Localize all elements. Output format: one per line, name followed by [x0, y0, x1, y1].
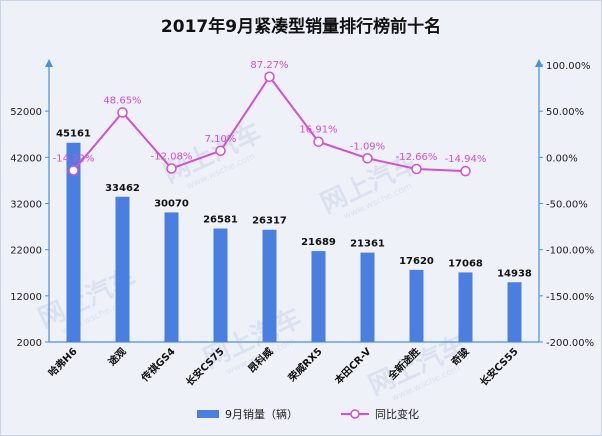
bar-value-label: 21689 [301, 237, 336, 248]
line-value-label: -12.66% [396, 152, 438, 163]
line-value-label: -1.09% [350, 141, 385, 152]
bar-value-label: 26317 [252, 216, 287, 227]
right-axis-tick-label: 0.00% [546, 153, 578, 164]
right-axis-tick-label: 50.00% [546, 107, 584, 118]
line-point [313, 136, 324, 147]
bar-value-label: 21361 [350, 239, 385, 250]
line-value-label: -12.08% [151, 151, 193, 162]
bar-value-label: 30070 [154, 198, 189, 209]
legend-swatch-marker [350, 409, 360, 419]
bar-data-labels: 45161 33462 30070 26581 26317 21689 21361 17620… [56, 129, 532, 280]
line-value-label: 87.27% [250, 60, 288, 71]
line-value-label: 16.91% [299, 125, 337, 136]
line-point [460, 165, 471, 177]
bar [115, 196, 130, 342]
x-tick-label: 哈弗H6 [45, 345, 79, 379]
left-axis-arrow [45, 59, 53, 67]
line-series [68, 71, 471, 177]
right-axis-tick-label: -200.00% [546, 338, 594, 349]
right-axis-tick-label: -100.00% [546, 246, 594, 257]
left-axis-tick-label: 2000 [17, 338, 42, 349]
bar [66, 142, 81, 342]
x-tick-label: 途观 [105, 345, 128, 368]
bar [360, 252, 375, 342]
right-axis-tick-label: -150.00% [546, 292, 594, 303]
line-point [117, 107, 128, 118]
left-axis-tick-label: 22000 [10, 246, 42, 257]
line-point [215, 145, 226, 157]
bar [262, 229, 277, 342]
bar [409, 269, 424, 342]
line-value-label: 7.10% [205, 134, 237, 145]
legend-swatch-bar [197, 410, 219, 418]
line-value-label: 48.65% [103, 95, 141, 106]
line-value-label: -14.94% [445, 154, 487, 165]
line-point [264, 71, 275, 83]
bar [458, 272, 473, 342]
legend-label-line: 同比变化 [375, 407, 419, 421]
right-axis-tick-label: -50.00% [546, 200, 588, 211]
bar [213, 228, 228, 342]
bar [507, 282, 522, 342]
chart-title: 2017年9月紧凑型销量排行榜前十名 [161, 16, 441, 37]
bar-value-label: 33462 [105, 183, 140, 194]
x-tick-label: 荣威RX5 [285, 345, 325, 385]
bar-value-label: 45161 [56, 129, 91, 140]
bar-value-label: 17068 [448, 258, 483, 269]
axes: 2000 12000 22000 32000 42000 52000 -200.00% -15… [10, 59, 594, 349]
x-tick-label: 传祺GS4 [138, 345, 178, 385]
left-axis-tick-label: 42000 [10, 153, 42, 164]
bar [164, 212, 179, 342]
line-value-label: -14.22% [53, 153, 95, 164]
right-axis-arrow [535, 59, 543, 67]
bar-value-label: 14938 [497, 268, 532, 279]
left-axis-tick-label: 32000 [10, 200, 42, 211]
line-data-labels: -14.22% 48.65% -12.08% 7.10% 87.27% 16.91% -1.… [53, 60, 487, 165]
bar-series [66, 142, 522, 342]
legend-label-bar: 9月销量（辆） [225, 407, 298, 421]
bar-value-label: 26581 [203, 215, 238, 226]
bar [311, 251, 326, 342]
x-tick-label: 长安CS55 [477, 345, 521, 389]
line-point [68, 165, 79, 176]
legend: 9月销量（辆） 同比变化 [197, 407, 419, 421]
line-point [166, 163, 177, 174]
line-point [362, 153, 373, 164]
bar-value-label: 17620 [399, 256, 434, 267]
right-axis-tick-label: 100.00% [546, 61, 591, 72]
left-axis-tick-label: 52000 [10, 107, 42, 118]
left-axis-tick-label: 12000 [10, 292, 42, 303]
line-point [411, 163, 422, 175]
